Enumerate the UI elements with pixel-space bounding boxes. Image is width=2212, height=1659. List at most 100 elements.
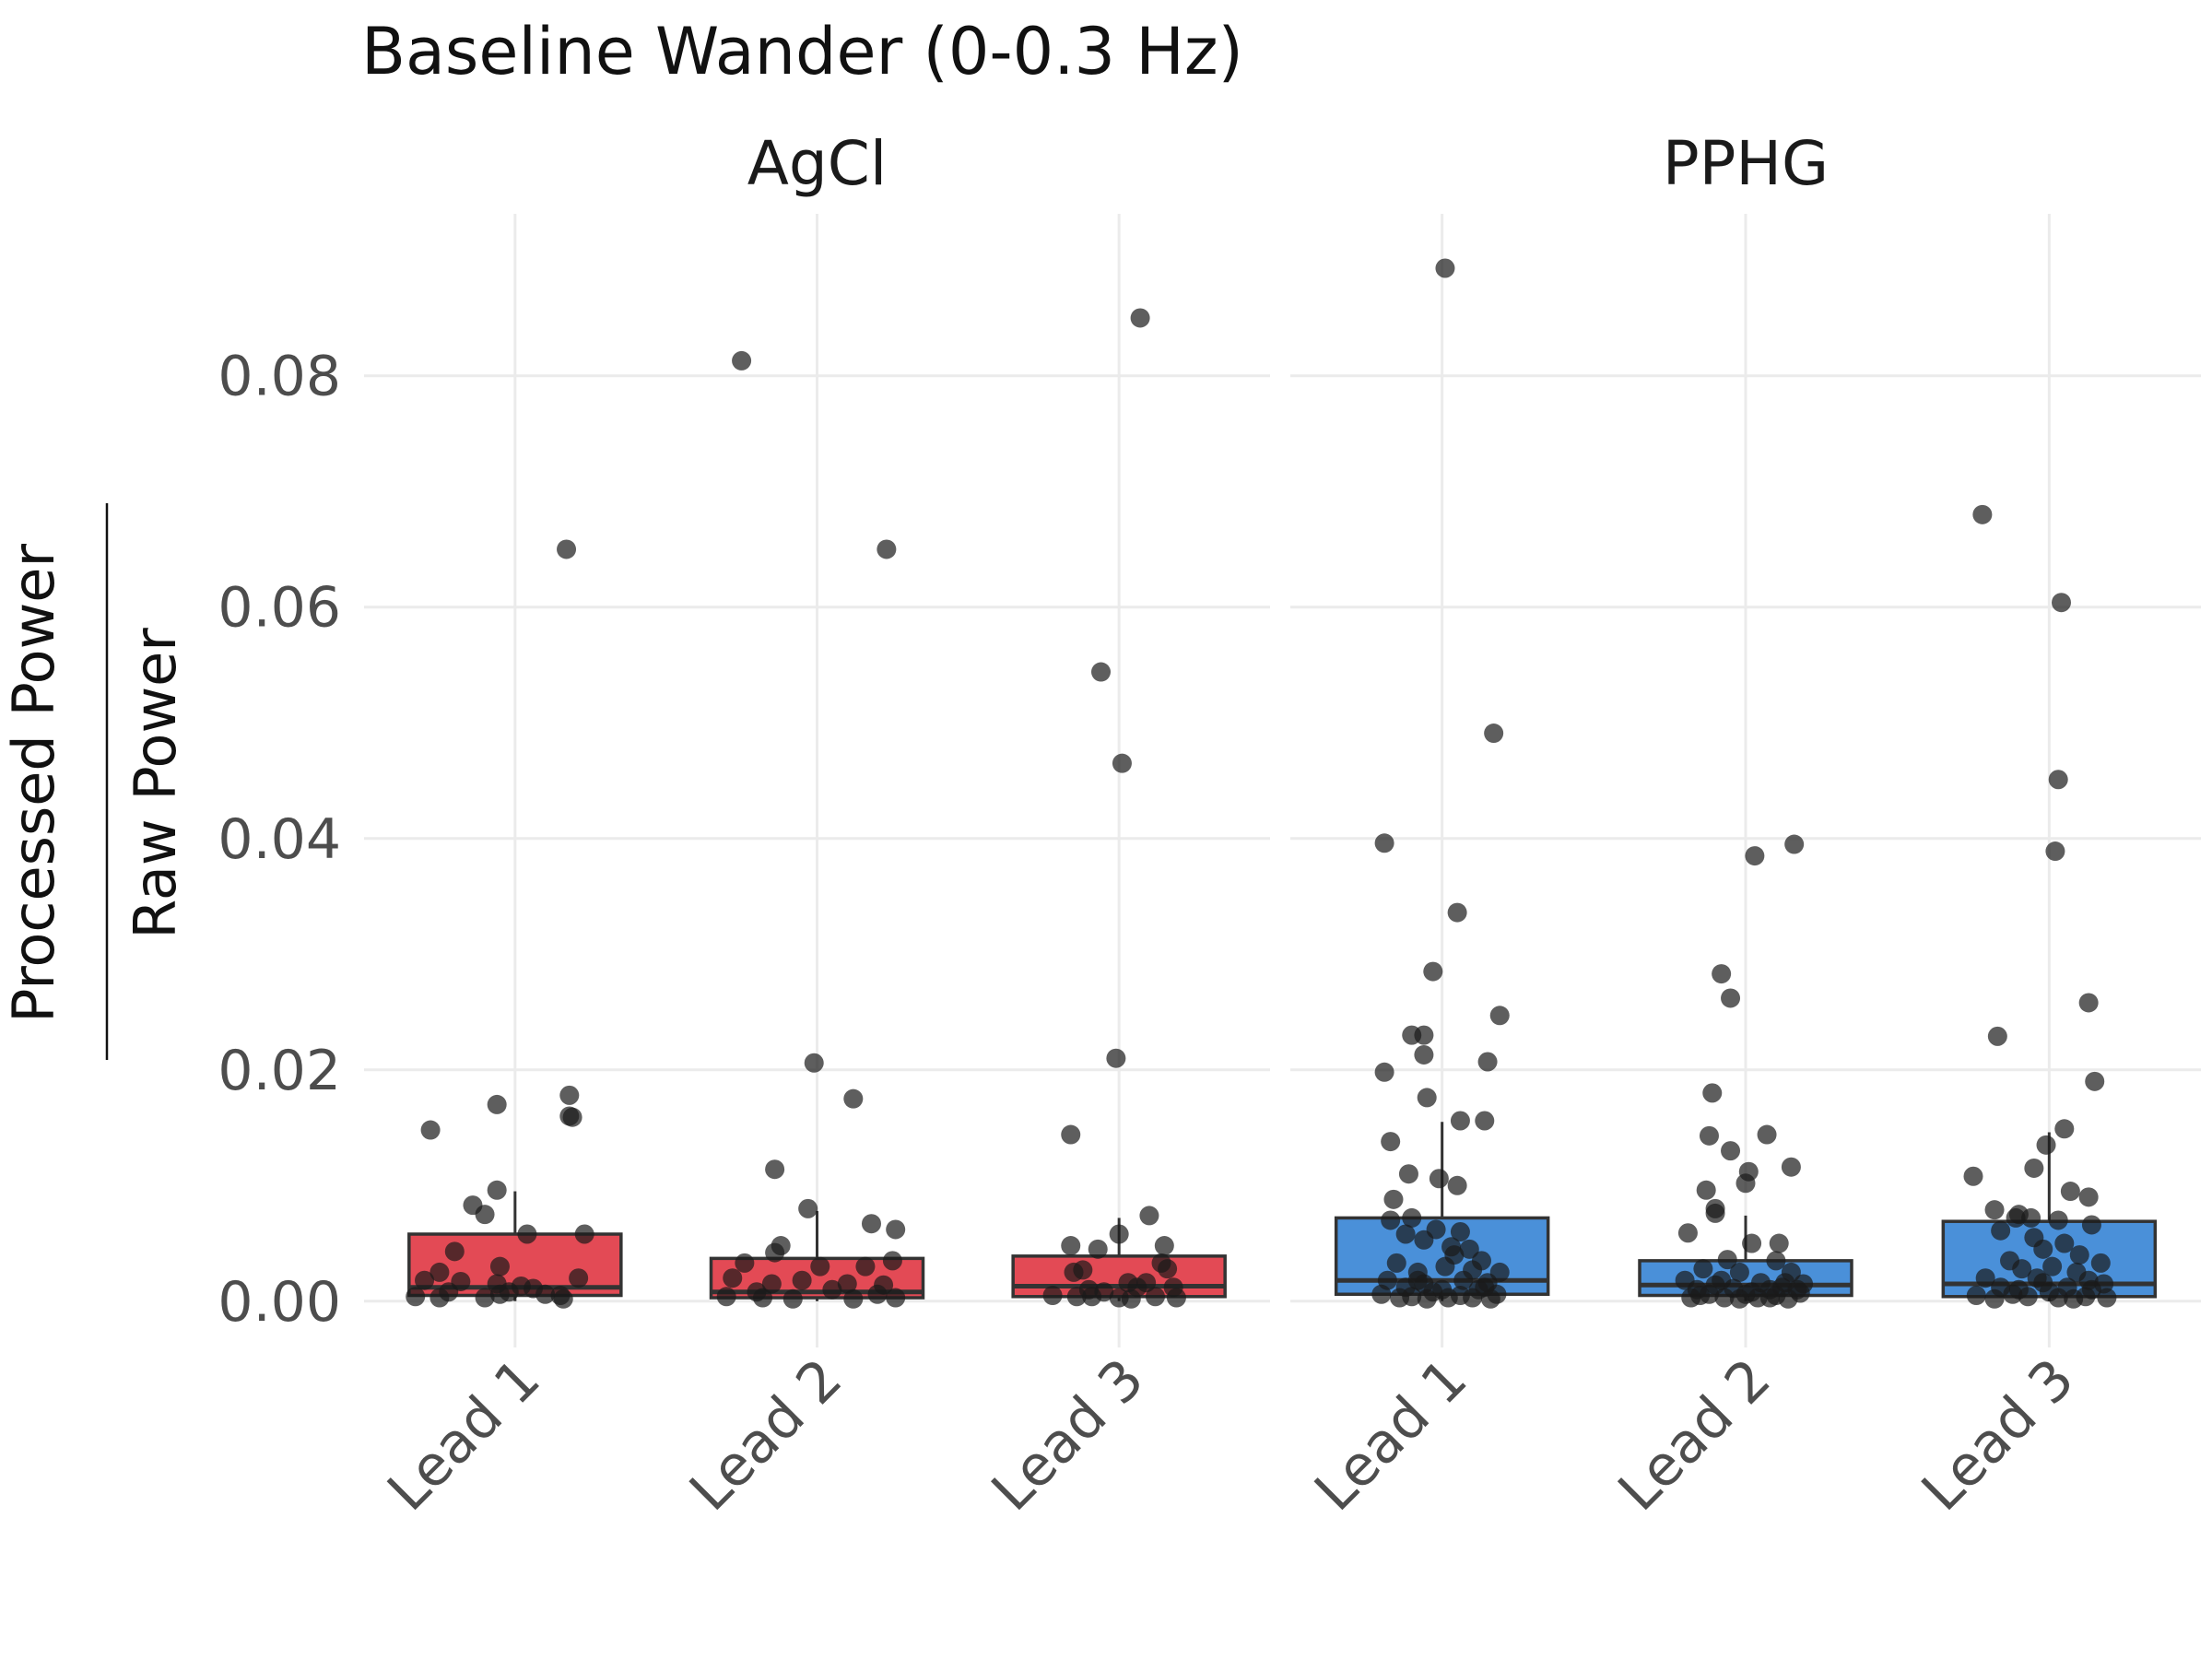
data-point [886,1219,906,1240]
data-point [877,539,897,559]
data-point [1963,1166,1983,1186]
data-point [487,1094,507,1114]
data-point [804,1053,824,1073]
data-point [1475,1111,1495,1131]
data-point [1447,902,1467,923]
data-point [2003,1284,2023,1304]
x-tick-label: Lead 1 [1302,1347,1479,1524]
data-point [1702,1083,1723,1103]
data-point [1784,834,1805,854]
data-point [1139,1206,1159,1226]
y-axis-label-denominator: Raw Power [122,628,189,939]
data-point [1987,1026,2007,1046]
data-point [2033,1239,2053,1259]
data-point [861,1214,881,1234]
data-point [1721,1141,1741,1161]
y-tick-label: 0.02 [218,1039,341,1103]
data-point [1145,1287,1165,1307]
data-point [1781,1157,1801,1177]
data-point [1721,988,1741,1008]
data-point [2052,593,2072,613]
data-point [1374,833,1394,853]
data-point [765,1242,785,1263]
data-point [1742,1282,1762,1302]
data-point [1064,1262,1084,1282]
y-tick-label: 0.06 [218,576,341,641]
data-point [1158,1259,1178,1279]
data-point [1166,1288,1186,1308]
box-lead-1 [1334,258,1550,1309]
data-point [1383,1189,1404,1209]
box-lead-2 [1638,834,1853,1309]
data-point [1414,1230,1434,1250]
data-point [723,1268,743,1288]
data-point [2012,1259,2032,1279]
data-point [855,1256,876,1277]
data-point [1484,724,1504,744]
data-point [1475,1277,1495,1298]
data-point [1082,1287,1102,1307]
data-point [1975,1268,1995,1288]
data-point [782,1288,803,1309]
data-point [2064,1288,2084,1309]
data-point [1402,1207,1422,1228]
data-point [1984,1288,2005,1309]
data-point [732,350,752,371]
data-point [406,1287,426,1307]
data-point [843,1288,864,1309]
data-point [1381,1210,1401,1230]
data-point [1757,1124,1777,1145]
data-point [1435,258,1455,278]
facet-panel-agcl: AgCl Lead 1 Lead 2 Lead 3 [364,128,1270,1524]
data-point [1438,1288,1458,1308]
data-point [557,539,577,559]
box-lead-3 [1011,308,1227,1309]
data-point [1435,1256,1455,1277]
data-point [1398,1164,1418,1184]
data-point [1417,1088,1437,1108]
data-point [2006,1207,2026,1228]
data-point [2097,1288,2117,1308]
data-point [1061,1236,1081,1256]
data-point [1066,1287,1087,1307]
data-point [1693,1259,1713,1279]
data-point [2090,1253,2111,1273]
data-point [1088,1239,1108,1259]
data-point [735,1253,755,1273]
data-point [535,1284,556,1304]
data-point [822,1279,842,1300]
data-point [886,1288,906,1308]
data-point [475,1205,495,1225]
facet-panel-pphg: PPHG Lead 1 Lead 2 Lead 3 [1290,128,2201,1524]
x-tick-label: Lead 2 [1606,1347,1783,1524]
data-point [2018,1287,2038,1307]
data-point [1453,1270,1474,1290]
data-point [1769,1233,1789,1253]
x-tick-label: Lead 3 [980,1347,1157,1524]
data-point [1414,1025,1434,1045]
data-point [716,1287,736,1307]
data-point [1477,1052,1498,1072]
data-point [1489,1006,1510,1026]
box-lead-1 [406,539,623,1309]
data-point [792,1270,812,1290]
data-point [2045,841,2065,862]
data-point [420,1120,441,1140]
data-point [1381,1132,1401,1152]
data-point [559,1085,580,1105]
data-point [2042,1256,2063,1277]
data-point [1112,753,1132,773]
data-point [1402,1287,1422,1307]
y-tick-label: 0.08 [218,345,341,409]
data-point [489,1256,510,1277]
data-point [867,1284,888,1304]
data-point [2048,1288,2068,1308]
y-tick-label: 0.00 [218,1270,341,1335]
x-tick-label: Lead 3 [1910,1347,2087,1524]
data-point [1417,1288,1437,1309]
data-point [1772,1277,1793,1298]
data-point [487,1180,507,1200]
data-point [798,1198,818,1218]
data-point [1450,1221,1470,1241]
data-point [1696,1180,1716,1200]
